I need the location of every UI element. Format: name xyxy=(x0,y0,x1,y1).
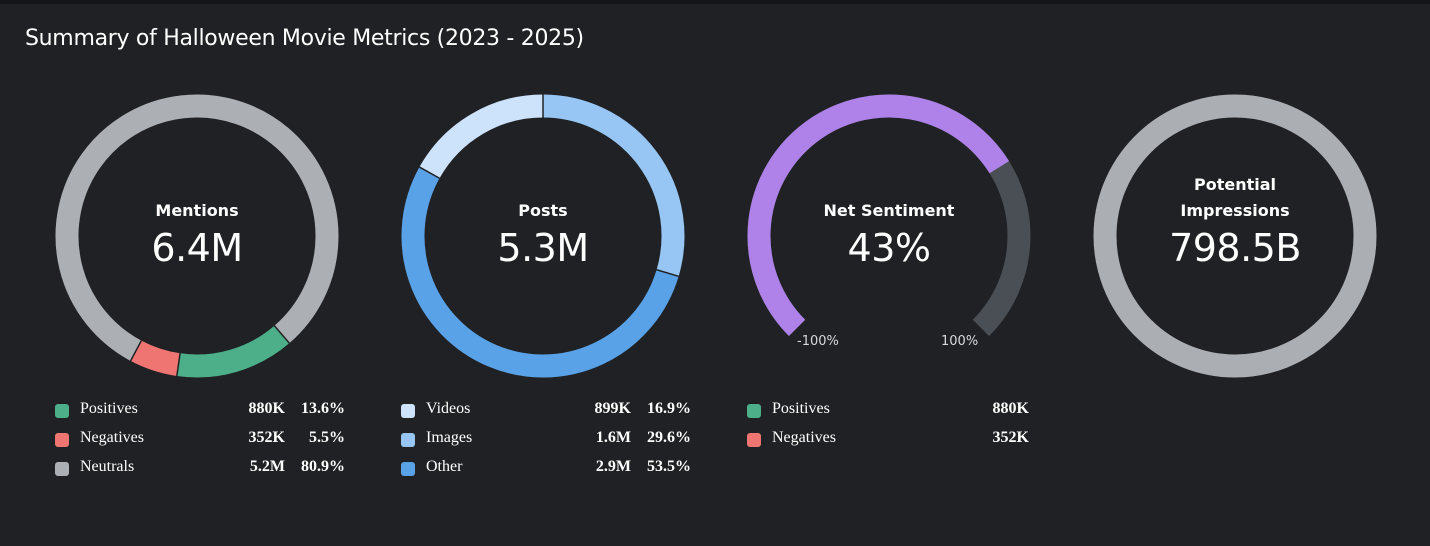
page-title: Summary of Halloween Movie Metrics (2023… xyxy=(25,26,584,51)
legend-swatch-positives xyxy=(747,404,761,418)
legend-label: Videos xyxy=(426,400,471,417)
posts-panel: Posts 5.3M Videos 899K 16.9% Images 1.6M… xyxy=(401,84,701,524)
legend-item-other: Other 2.9M 53.5% xyxy=(401,458,691,487)
potential-impressions-donut xyxy=(1093,94,1377,378)
slice-neutrals xyxy=(55,94,339,361)
legend-percent: 5.5% xyxy=(309,429,345,446)
mentions-panel: Mentions 6.4M Positives 880K 13.6% Negat… xyxy=(55,84,355,524)
legend-item-positives: Positives 880K xyxy=(747,400,1037,429)
net-sentiment-center-label: Net Sentiment xyxy=(823,201,955,220)
posts-center-value: 5.3M xyxy=(497,226,589,270)
legend-label: Neutrals xyxy=(80,458,135,475)
net-sentiment-center-value: 43% xyxy=(847,226,931,270)
legend-swatch-negatives xyxy=(55,433,69,447)
legend-percent: 16.9% xyxy=(647,400,691,417)
legend-label: Positives xyxy=(80,400,138,417)
legend-count: 880K xyxy=(248,400,285,417)
legend-label: Images xyxy=(426,429,473,446)
slice-separator xyxy=(176,353,181,377)
legend-item-neutrals: Neutrals 5.2M 80.9% xyxy=(55,458,345,487)
legend-swatch-images xyxy=(401,433,415,447)
legend-label: Other xyxy=(426,458,463,475)
impressions-center-value: 798.5B xyxy=(1169,226,1301,270)
legend-label: Positives xyxy=(772,400,830,417)
legend-percent: 13.6% xyxy=(301,400,345,417)
legend-swatch-other xyxy=(401,462,415,476)
gauge-value-arc xyxy=(747,94,1010,337)
slice-images xyxy=(542,94,685,277)
legend-percent: 29.6% xyxy=(647,429,691,446)
net-sentiment-gauge xyxy=(747,94,1031,337)
legend-swatch-positives xyxy=(55,404,69,418)
ring-potential-impressions xyxy=(1093,94,1377,378)
legend-count: 1.6M xyxy=(595,429,631,446)
posts-donut-chart xyxy=(401,94,685,378)
slice-other xyxy=(401,167,679,378)
posts-legend: Videos 899K 16.9% Images 1.6M 29.6% Othe… xyxy=(401,400,691,487)
legend-count: 5.2M xyxy=(249,458,285,475)
slice-separator xyxy=(129,340,143,362)
potential-impressions-panel: Potential Impressions 798.5B xyxy=(1093,84,1393,524)
legend-item-positives: Positives 880K 13.6% xyxy=(55,400,345,429)
mentions-legend: Positives 880K 13.6% Negatives 352K 5.5%… xyxy=(55,400,345,487)
gauge-max-label: 100% xyxy=(941,334,979,349)
legend-item-negatives: Negatives 352K xyxy=(747,429,1037,458)
gauge-min-label: -100% xyxy=(797,334,839,349)
legend-count: 880K xyxy=(992,400,1029,417)
impressions-center-label-line2: Impressions xyxy=(1180,201,1290,220)
slice-negatives xyxy=(130,340,181,377)
slice-videos xyxy=(419,94,544,179)
slice-positives xyxy=(176,325,290,378)
legend-item-images: Images 1.6M 29.6% xyxy=(401,429,691,458)
legend-label: Negatives xyxy=(772,429,836,446)
slice-separator xyxy=(273,325,290,344)
mentions-center-value: 6.4M xyxy=(151,226,243,270)
impressions-center-label-line1: Potential xyxy=(1193,175,1277,194)
legend-label: Negatives xyxy=(80,429,144,446)
legend-percent: 80.9% xyxy=(301,458,345,475)
legend-count: 2.9M xyxy=(595,458,631,475)
slice-separator xyxy=(656,269,679,278)
legend-swatch-negatives xyxy=(747,433,761,447)
legend-item-negatives: Negatives 352K 5.5% xyxy=(55,429,345,458)
legend-count: 352K xyxy=(992,429,1029,446)
net-sentiment-panel: Net Sentiment 43% -100% 100% Positives 8… xyxy=(747,84,1047,524)
mentions-center-label: Mentions xyxy=(155,201,239,220)
slice-separator xyxy=(419,166,440,179)
posts-center-label: Posts xyxy=(518,201,568,220)
net-sentiment-legend: Positives 880K Negatives 352K xyxy=(747,400,1037,458)
legend-count: 899K xyxy=(594,400,631,417)
legend-percent: 53.5% xyxy=(647,458,691,475)
legend-item-videos: Videos 899K 16.9% xyxy=(401,400,691,429)
legend-swatch-videos xyxy=(401,404,415,418)
mentions-donut-chart xyxy=(55,94,339,378)
legend-swatch-neutrals xyxy=(55,462,69,476)
legend-count: 352K xyxy=(248,429,285,446)
